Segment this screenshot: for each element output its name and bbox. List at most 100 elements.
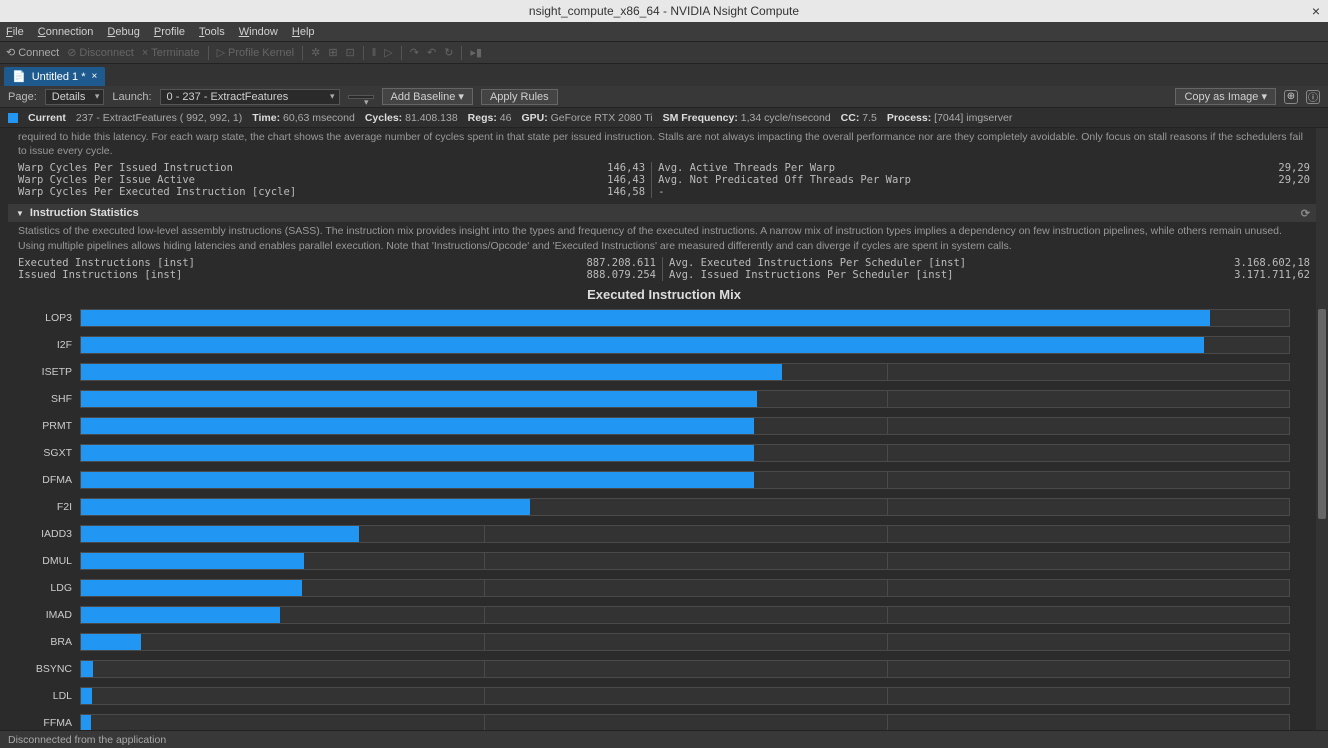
bar-track	[80, 687, 1290, 705]
step-icon: ↻	[444, 46, 453, 59]
status-bar: Disconnected from the application	[0, 730, 1328, 748]
bar-track	[80, 525, 1290, 543]
titlebar: nsight_compute_x86_64 - NVIDIA Nsight Co…	[0, 0, 1328, 22]
bar-fill	[81, 634, 141, 650]
bar-fill	[81, 364, 782, 380]
bar-fill	[81, 391, 757, 407]
bar-label: BSYNC	[18, 663, 80, 675]
section-title: Instruction Statistics	[30, 207, 139, 219]
bar-fill	[81, 472, 754, 488]
window-title: nsight_compute_x86_64 - NVIDIA Nsight Co…	[529, 4, 799, 18]
menu-profile[interactable]: Profile	[154, 26, 185, 38]
bar-fill	[81, 553, 304, 569]
target-icon[interactable]: ⊕	[1284, 90, 1298, 104]
bar-track	[80, 579, 1290, 597]
bar-fill	[81, 499, 530, 515]
menubar: File Connection Debug Profile Tools Window Hel…	[0, 22, 1328, 42]
section-header-instruction-stats[interactable]: ▼ Instruction Statistics ⟳	[8, 204, 1320, 222]
menu-window[interactable]: Window	[239, 26, 278, 38]
apply-rules-button[interactable]: Apply Rules	[481, 89, 558, 105]
bar-label: I2F	[18, 339, 80, 351]
document-tab[interactable]: 📄 Untitled 1 * ×	[4, 67, 105, 86]
bar-row-i2f: I2F	[18, 335, 1290, 355]
tool-icon: ⊞	[328, 46, 337, 59]
menu-file[interactable]: File	[6, 26, 24, 38]
menu-debug[interactable]: Debug	[107, 26, 139, 38]
bar-label: LDG	[18, 582, 80, 594]
copy-as-image-button[interactable]: Copy as Image ▾	[1175, 88, 1276, 105]
bar-fill	[81, 715, 91, 730]
scroll-thumb[interactable]	[1318, 309, 1326, 520]
bar-fill	[81, 310, 1210, 326]
menu-tools[interactable]: Tools	[199, 26, 225, 38]
control-bar: Page: Details Launch: 0 - 237 - ExtractF…	[0, 86, 1328, 108]
bar-label: LDL	[18, 690, 80, 702]
bar-fill	[81, 418, 754, 434]
current-color-swatch	[8, 113, 18, 123]
bar-row-shf: SHF	[18, 389, 1290, 409]
bar-label: PRMT	[18, 420, 80, 432]
add-baseline-button[interactable]: Add Baseline ▾	[382, 88, 473, 105]
tabbar: 📄 Untitled 1 * ×	[0, 64, 1328, 86]
bar-track	[80, 714, 1290, 730]
bar-label: DFMA	[18, 474, 80, 486]
connect-button[interactable]: ⟲ Connect	[6, 46, 59, 59]
run-to-icon: ▸▮	[470, 46, 482, 59]
tool-icon: ⊡	[346, 46, 355, 59]
vertical-scrollbar[interactable]	[1316, 128, 1328, 730]
bar-track	[80, 552, 1290, 570]
info-icon[interactable]: ⓘ	[1306, 90, 1320, 104]
menu-connection[interactable]: Connection	[38, 26, 94, 38]
chart-title: Executed Instruction Mix	[8, 283, 1320, 304]
bar-track	[80, 633, 1290, 651]
status-text: Disconnected from the application	[8, 734, 166, 746]
bar-track	[80, 390, 1290, 408]
warp-desc: required to hide this latency. For each …	[8, 128, 1320, 160]
instruction-metrics-table: Executed Instructions [inst]887.208.611A…	[8, 255, 1320, 283]
bar-label: ISETP	[18, 366, 80, 378]
bar-track	[80, 417, 1290, 435]
bar-fill	[81, 661, 93, 677]
launch-dropdown[interactable]: 0 - 237 - ExtractFeatures	[160, 89, 340, 105]
page-dropdown[interactable]: Details	[45, 89, 105, 105]
bar-row-lop3: LOP3	[18, 308, 1290, 328]
launch-label: Launch:	[112, 91, 151, 103]
close-icon[interactable]: ×	[1312, 3, 1320, 19]
bar-row-f2i: F2I	[18, 497, 1290, 517]
tab-label: Untitled 1 *	[32, 71, 86, 83]
close-tab-icon[interactable]: ×	[92, 71, 98, 82]
section-desc: Statistics of the executed low-level ass…	[8, 222, 1320, 254]
pause-icon: ‖	[372, 47, 377, 59]
refresh-icon[interactable]: ⟳	[1301, 207, 1310, 220]
main-content: required to hide this latency. For each …	[0, 128, 1328, 730]
menu-help[interactable]: Help	[292, 26, 315, 38]
bar-track	[80, 444, 1290, 462]
bar-row-dfma: DFMA	[18, 470, 1290, 490]
profile-kernel-button: ▷ Profile Kernel	[217, 46, 295, 59]
page-label: Page:	[8, 91, 37, 103]
bar-row-prmt: PRMT	[18, 416, 1290, 436]
bar-label: F2I	[18, 501, 80, 513]
collapse-icon: ▼	[16, 209, 24, 218]
step-icon: ↷	[410, 46, 419, 59]
bar-label: DMUL	[18, 555, 80, 567]
bar-fill	[81, 445, 754, 461]
bar-fill	[81, 337, 1204, 353]
bar-fill	[81, 526, 359, 542]
toolbar: ⟲ Connect ⊘ Disconnect × Terminate ▷ Pro…	[0, 42, 1328, 64]
kernel-name: 237 - ExtractFeatures ( 992, 992, 1)	[76, 112, 242, 124]
launch-nav-dropdown[interactable]	[348, 95, 374, 99]
terminate-button: × Terminate	[142, 47, 200, 59]
bar-label: SHF	[18, 393, 80, 405]
bar-fill	[81, 580, 302, 596]
bar-row-ffma: FFMA	[18, 713, 1290, 730]
bar-track	[80, 471, 1290, 489]
info-bar: Current 237 - ExtractFeatures ( 992, 992…	[0, 108, 1328, 128]
bar-track	[80, 309, 1290, 327]
bar-track	[80, 336, 1290, 354]
bar-label: SGXT	[18, 447, 80, 459]
bar-label: IMAD	[18, 609, 80, 621]
bar-row-isetp: ISETP	[18, 362, 1290, 382]
bar-track	[80, 660, 1290, 678]
bar-row-ldl: LDL	[18, 686, 1290, 706]
